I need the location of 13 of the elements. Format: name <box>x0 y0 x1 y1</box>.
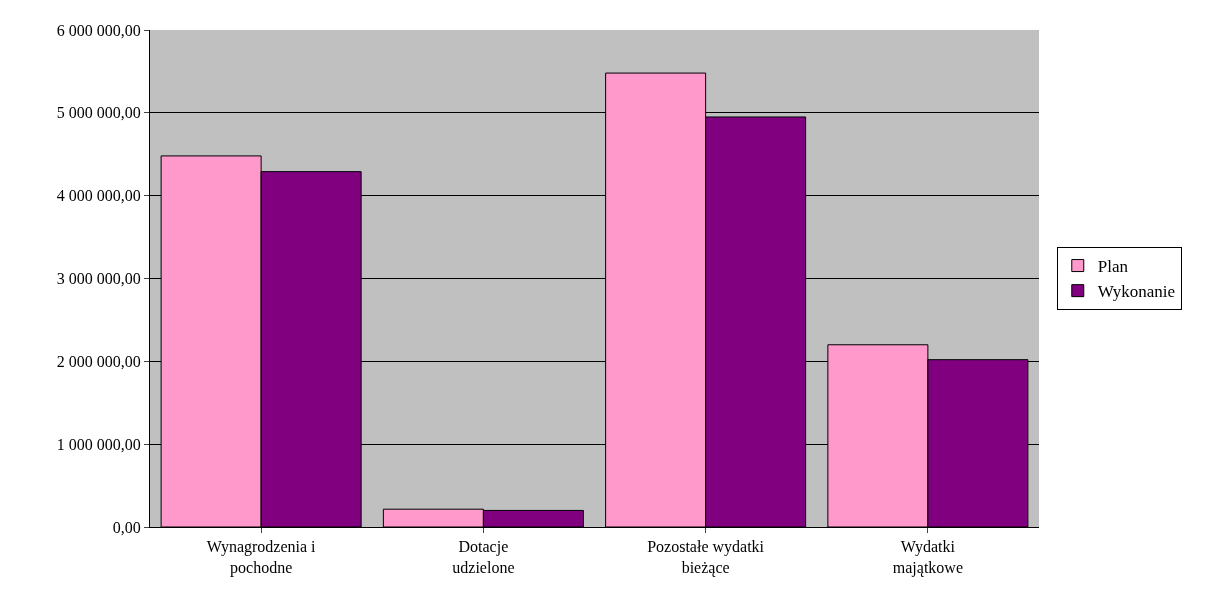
x-tick-label: Pozostałe wydatki bieżące <box>647 538 765 577</box>
y-tick-label: 1 000 000,00 <box>56 435 141 453</box>
x-tick-label: Wynagrodzenia i pochodne <box>206 538 317 577</box>
legend-label: Plan <box>1097 257 1129 277</box>
legend-label: Wykonanie <box>1097 282 1176 302</box>
x-tick-label: Dotacje udzielone <box>452 538 515 576</box>
x-tick-label: Wydatki majątkowe <box>892 538 963 577</box>
y-tick-label: 0,00 <box>112 518 141 536</box>
y-tick-label: 4 000 000,00 <box>56 187 141 205</box>
y-tick-label: 3 000 000,00 <box>56 270 141 288</box>
y-tick-label: 2 000 000,00 <box>56 352 141 370</box>
y-tick-label: 6 000 000,00 <box>56 21 141 39</box>
y-tick-label: 5 000 000,00 <box>56 104 141 122</box>
